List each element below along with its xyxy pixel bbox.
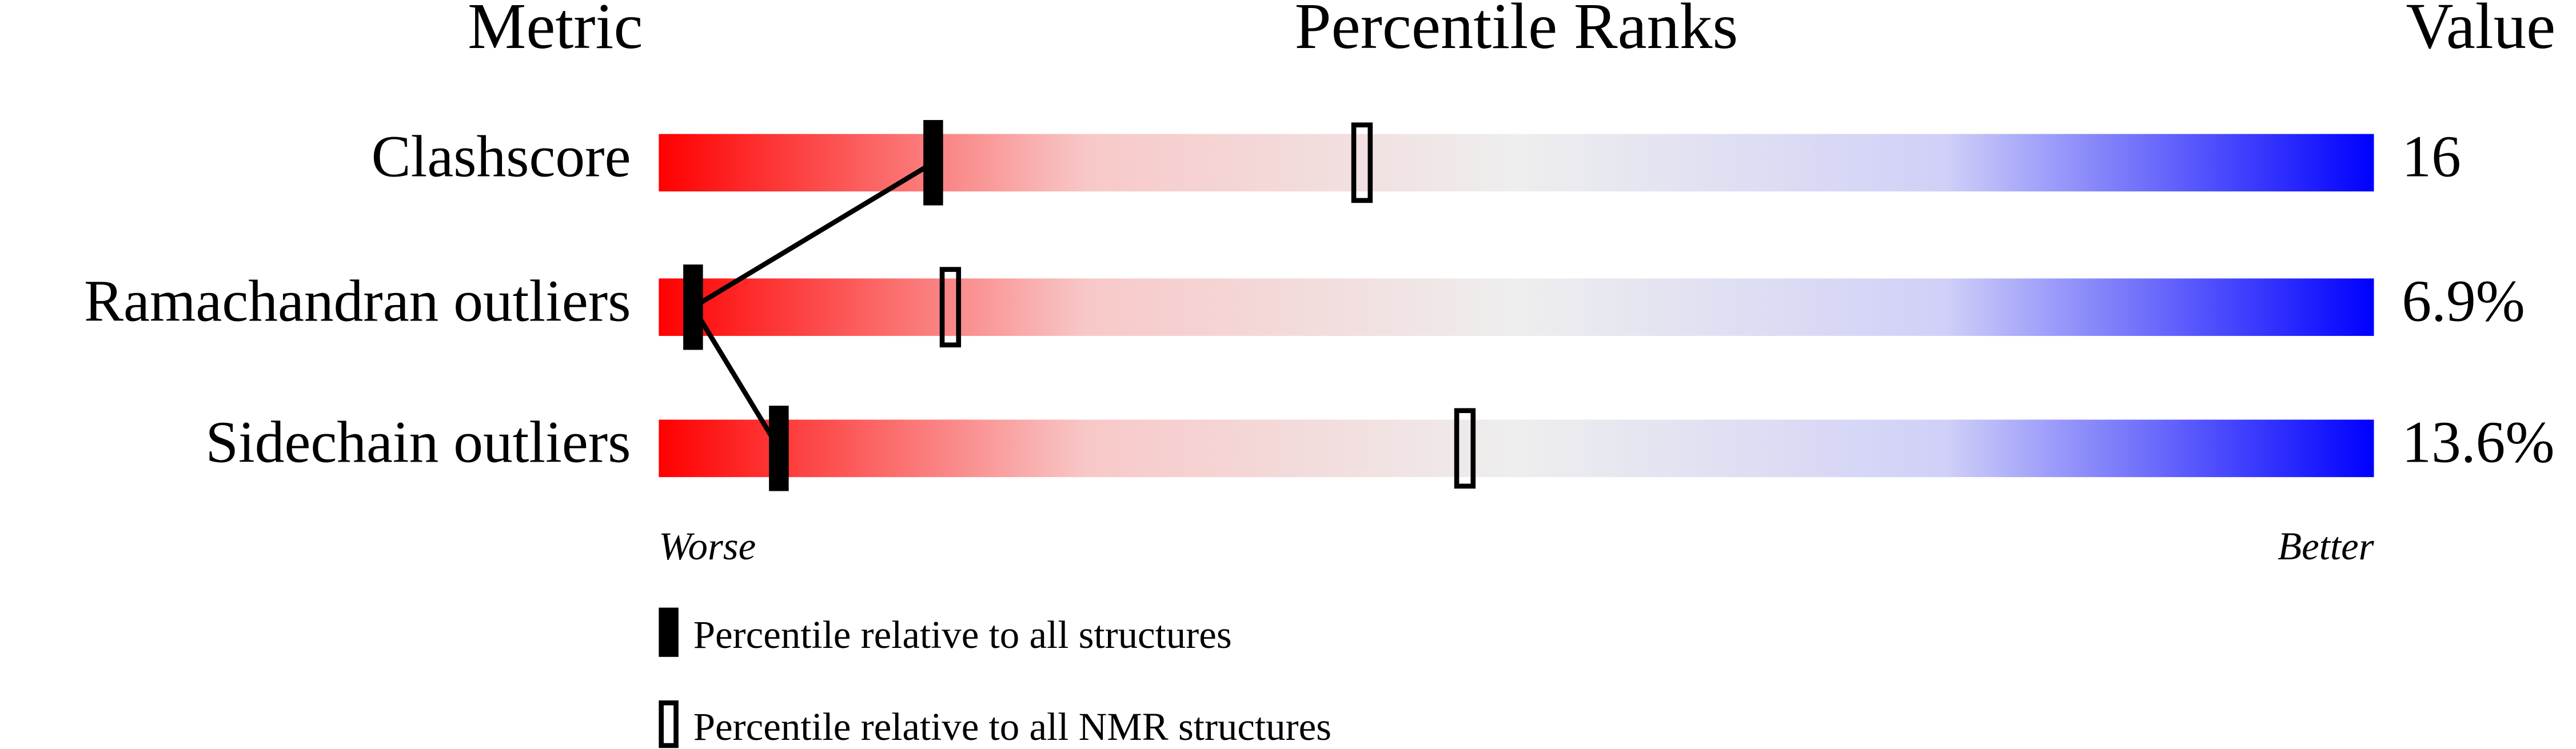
legend-swatch xyxy=(659,607,679,657)
track xyxy=(659,278,2374,336)
header-ranks: Percentile Ranks xyxy=(1295,0,1738,62)
metric-value: 13.6% xyxy=(2402,410,2554,475)
percentile-marker xyxy=(923,120,943,206)
legend-label: Percentile relative to all NMR structure… xyxy=(693,705,1331,748)
percentile-marker-open xyxy=(1351,122,1373,203)
metric-label: Ramachandran outliers xyxy=(84,269,631,334)
percentile-marker-open xyxy=(1454,408,1476,489)
track xyxy=(659,134,2374,192)
metric-value: 16 xyxy=(2402,125,2461,190)
header-value: Value xyxy=(2406,0,2555,62)
percentile-marker xyxy=(683,264,703,350)
metric-label: Sidechain outliers xyxy=(205,410,631,475)
legend-label: Percentile relative to all structures xyxy=(693,613,1232,656)
percentile-marker xyxy=(769,406,789,491)
axis-end-better: Better xyxy=(2278,524,2375,568)
metric-value: 6.9% xyxy=(2402,269,2525,334)
axis-end-worse: Worse xyxy=(659,524,756,568)
metric-label: Clashscore xyxy=(372,125,631,190)
percentile-marker-open xyxy=(939,267,962,348)
track xyxy=(659,419,2374,478)
header-metric: Metric xyxy=(468,0,643,62)
legend-swatch xyxy=(659,700,679,748)
